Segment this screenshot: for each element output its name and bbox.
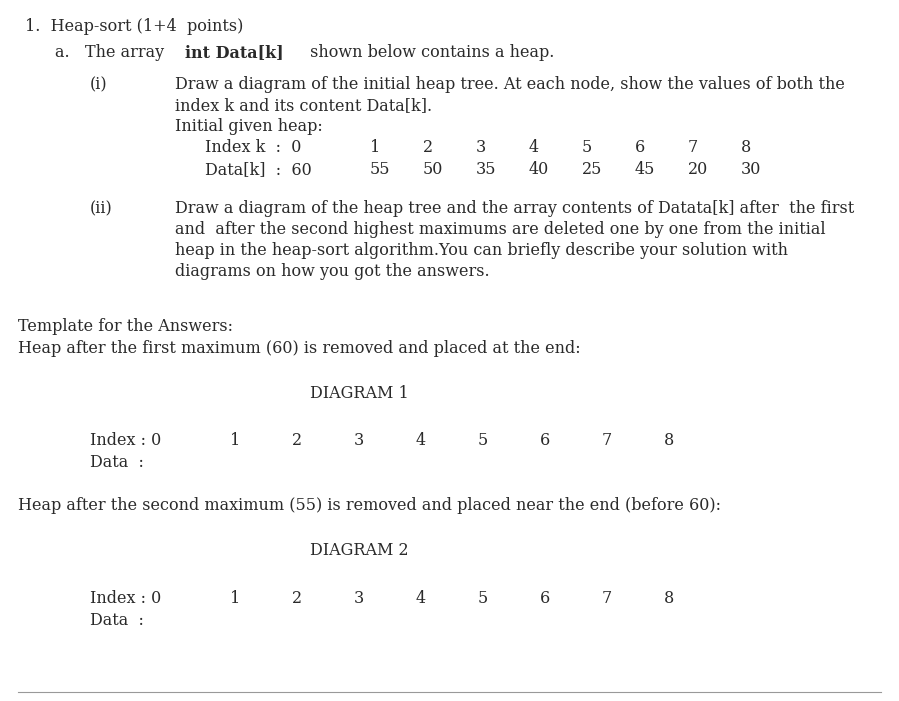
Text: Data  :: Data : — [90, 612, 149, 629]
Text: Draw a diagram of the heap tree and the array contents of Datata[k] after  the f: Draw a diagram of the heap tree and the … — [175, 200, 854, 217]
Text: 45: 45 — [635, 161, 655, 178]
Text: DIAGRAM 2: DIAGRAM 2 — [310, 542, 409, 559]
Text: 2: 2 — [423, 139, 433, 156]
Text: (i): (i) — [90, 76, 108, 93]
Text: 7: 7 — [688, 139, 699, 156]
Text: Index : 0: Index : 0 — [90, 590, 161, 607]
Text: diagrams on how you got the answers.: diagrams on how you got the answers. — [175, 263, 490, 280]
Text: shown below contains a heap.: shown below contains a heap. — [305, 44, 555, 61]
Text: 55: 55 — [370, 161, 390, 178]
Text: 2: 2 — [292, 432, 302, 449]
Text: 7: 7 — [602, 590, 612, 607]
Text: 7: 7 — [602, 432, 612, 449]
Text: 50: 50 — [423, 161, 443, 178]
Text: DIAGRAM 1: DIAGRAM 1 — [310, 385, 409, 402]
Text: Heap after the second maximum (55) is removed and placed near the end (before 60: Heap after the second maximum (55) is re… — [18, 497, 721, 514]
Text: 1: 1 — [230, 590, 240, 607]
Text: (ii): (ii) — [90, 200, 112, 217]
Text: Data[k]  :  60: Data[k] : 60 — [205, 161, 312, 178]
Text: heap in the heap-sort algorithm.You can briefly describe your solution with: heap in the heap-sort algorithm.You can … — [175, 242, 788, 259]
Text: 8: 8 — [664, 432, 674, 449]
Text: 40: 40 — [529, 161, 549, 178]
Text: 5: 5 — [478, 432, 488, 449]
Text: 25: 25 — [582, 161, 602, 178]
Text: Index k  :  0: Index k : 0 — [205, 139, 301, 156]
Text: 35: 35 — [476, 161, 496, 178]
Text: Template for the Answers:: Template for the Answers: — [18, 318, 233, 335]
Text: int Data[k]: int Data[k] — [185, 44, 283, 61]
Text: 5: 5 — [582, 139, 592, 156]
Text: 6: 6 — [635, 139, 645, 156]
Text: 5: 5 — [478, 590, 488, 607]
Text: 6: 6 — [540, 432, 550, 449]
Text: 1: 1 — [230, 432, 240, 449]
Text: 8: 8 — [664, 590, 674, 607]
Text: 6: 6 — [540, 590, 550, 607]
Text: 4: 4 — [416, 590, 426, 607]
Text: 1.  Heap-sort (1+4  points): 1. Heap-sort (1+4 points) — [25, 18, 244, 35]
Text: Draw a diagram of the initial heap tree. At each node, show the values of both t: Draw a diagram of the initial heap tree.… — [175, 76, 845, 93]
Text: 4: 4 — [529, 139, 539, 156]
Text: 8: 8 — [741, 139, 752, 156]
Text: 3: 3 — [354, 590, 364, 607]
Text: 3: 3 — [476, 139, 486, 156]
Text: Data  :: Data : — [90, 454, 149, 471]
Text: 1: 1 — [370, 139, 380, 156]
Text: Index : 0: Index : 0 — [90, 432, 161, 449]
Text: 3: 3 — [354, 432, 364, 449]
Text: a.   The array: a. The array — [55, 44, 169, 61]
Text: 4: 4 — [416, 432, 426, 449]
Text: and  after the second highest maximums are deleted one by one from the initial: and after the second highest maximums ar… — [175, 221, 825, 238]
Text: 30: 30 — [741, 161, 761, 178]
Text: index k and its content Data[k].: index k and its content Data[k]. — [175, 97, 432, 114]
Text: 20: 20 — [688, 161, 708, 178]
Text: Heap after the first maximum (60) is removed and placed at the end:: Heap after the first maximum (60) is rem… — [18, 340, 581, 357]
Text: 2: 2 — [292, 590, 302, 607]
Text: Initial given heap:: Initial given heap: — [175, 118, 323, 135]
